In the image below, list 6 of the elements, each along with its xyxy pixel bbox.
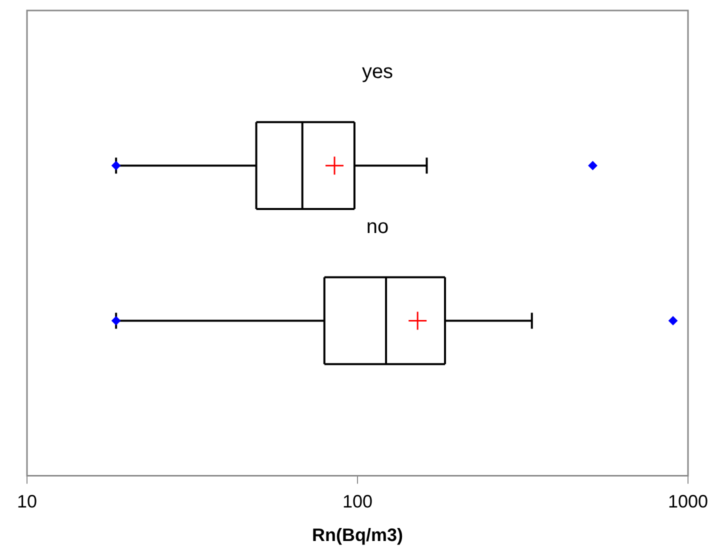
x-tick-label: 1000 bbox=[668, 492, 708, 512]
x-tick-label: 100 bbox=[342, 492, 373, 512]
x-axis-title: Rn(Bq/m3) bbox=[312, 525, 403, 546]
y-tick-label: yes bbox=[362, 61, 394, 84]
y-tick-label: no bbox=[366, 216, 389, 238]
x-tick-label: 10 bbox=[16, 492, 38, 512]
